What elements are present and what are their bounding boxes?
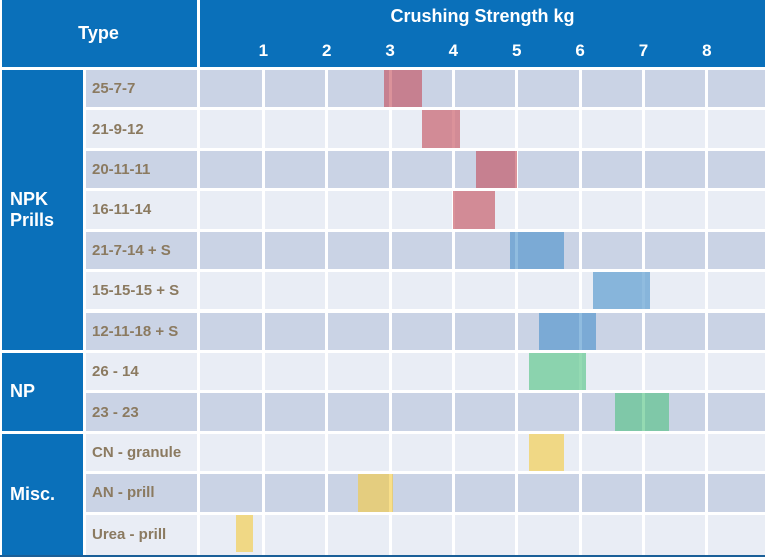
strength-bar: [421, 110, 460, 148]
axis-tick: 2: [321, 41, 332, 60]
strength-bar: [453, 191, 495, 229]
gridline: [705, 70, 709, 555]
axis-tick: 7: [638, 41, 649, 60]
chart-row: 25-7-7: [86, 70, 765, 111]
chart-row: 16-11-14: [86, 191, 765, 232]
row-label: 25-7-7: [92, 80, 136, 98]
chart-row: AN - prill: [86, 474, 765, 515]
strength-bar: [475, 150, 517, 189]
row-label: 23 - 23: [92, 403, 139, 421]
strength-bar: [358, 474, 394, 512]
group-cell: Misc.: [0, 433, 83, 555]
chart-row: 15-15-15 + S: [86, 272, 765, 313]
strength-bar: [529, 433, 565, 472]
axis-header-cell: Crushing Strength kg: [200, 0, 765, 67]
gridline: [515, 70, 519, 555]
row-label: 21-9-12: [92, 120, 144, 138]
bottom-border: [0, 555, 768, 557]
axis-tick: 5: [512, 41, 522, 60]
axis-tick: 1: [258, 41, 269, 60]
strength-bar: [383, 70, 422, 108]
strength-bar: [592, 272, 650, 310]
chart-row: 21-7-14 + S: [86, 231, 765, 273]
gridline: [388, 70, 392, 555]
group-label-divider: [83, 70, 86, 555]
row-label: 15-15-15 + S: [92, 282, 180, 300]
group-label: NP: [10, 381, 36, 402]
row-label: 26 - 14: [92, 363, 139, 381]
axis-tick: 8: [702, 41, 712, 60]
group-cell: NP: [0, 352, 83, 434]
row-label: 20-11-11: [92, 161, 151, 179]
strength-bar: [236, 514, 253, 552]
row-label: AN - prill: [92, 484, 155, 502]
strength-bar: [510, 231, 565, 270]
gridline: [325, 70, 329, 555]
row-label: Urea - prill: [92, 526, 167, 544]
type-header-label: Type: [78, 23, 119, 43]
chart-row: CN - granule: [86, 433, 765, 475]
chart-row: Urea - prill: [86, 514, 765, 555]
group-cell: NPK Prills: [0, 70, 83, 353]
strength-bar: [529, 352, 587, 391]
left-edge: [0, 0, 2, 555]
group-label: NPK Prills: [10, 188, 55, 230]
right-border: [765, 0, 768, 557]
axis-tick: 4: [448, 41, 459, 60]
strength-bar: [538, 312, 596, 350]
type-chart-divider: [197, 0, 200, 555]
axis-tick: 3: [385, 41, 395, 60]
chart-row: 12-11-18 + S: [86, 312, 765, 353]
gridline: [261, 70, 265, 555]
chart-row: 26 - 14: [86, 352, 765, 394]
group-label: Misc.: [10, 483, 56, 504]
row-label: 12-11-18 + S: [92, 322, 179, 340]
axis-tick: 6: [575, 41, 585, 60]
row-label: 16-11-14: [92, 201, 152, 219]
axis-title: Crushing Strength kg: [390, 6, 575, 26]
chart-row: 20-11-11: [86, 150, 765, 192]
strength-bar: [614, 393, 669, 431]
gridline: [451, 70, 455, 555]
row-label: 21-7-14 + S: [92, 241, 171, 259]
gridline: [641, 70, 645, 555]
row-label: CN - granule: [92, 443, 182, 461]
type-header-cell: Type: [0, 0, 197, 67]
